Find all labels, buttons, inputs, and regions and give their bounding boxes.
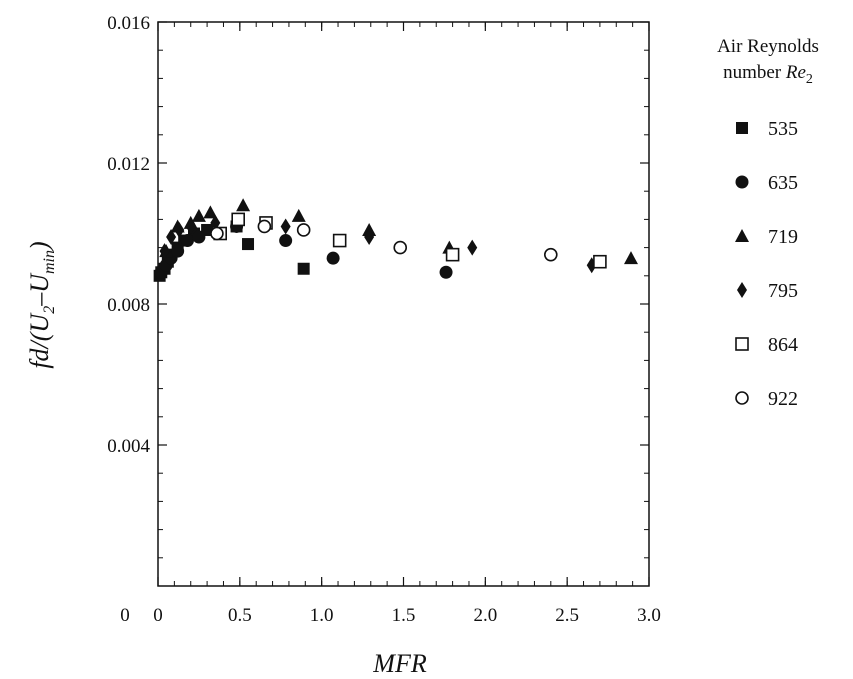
data-points (153, 198, 638, 282)
y-axis-title: fd/(U2–Umin) (25, 241, 58, 368)
y-tick-label: 0.004 (107, 436, 150, 457)
legend-marker-864 (735, 337, 749, 351)
data-point-864 (593, 254, 607, 269)
legend-title-line1: Air Reynolds (717, 36, 819, 57)
y-tick-label: 0.012 (107, 154, 150, 175)
data-point-922 (393, 240, 408, 255)
data-point-795 (174, 221, 185, 238)
data-point-535 (242, 238, 255, 251)
data-point-864 (445, 247, 460, 262)
y-axis-title-part-b: –U (25, 272, 54, 307)
legend-label-922: 922 (768, 388, 798, 410)
data-point-922 (543, 247, 558, 262)
data-point-635 (171, 244, 185, 258)
legend-title-sub: 2 (806, 72, 813, 87)
legend-marker-795 (737, 282, 747, 298)
legend-label-635: 635 (768, 172, 798, 194)
data-point-795 (467, 239, 478, 256)
y-axis-title-part-a: fd/(U (25, 312, 54, 369)
data-point-719 (203, 205, 218, 219)
x-tick-label: 3.0 (637, 605, 661, 626)
ticks: 0 0.5 1.0 1.5 2.0 2.5 3.0 0.004 0.008 0.012 0.016 0 (107, 13, 661, 626)
legend-label-864: 864 (768, 334, 798, 356)
data-point-635 (439, 265, 453, 279)
x-tick-label: 0.5 (228, 605, 252, 626)
y-axis-title-sub-min: min (41, 250, 58, 274)
legend-label-535: 535 (768, 118, 798, 140)
data-point-795 (185, 218, 196, 235)
legend-items: 535 635 719 795 864 922 (735, 118, 798, 410)
origin-label: 0 (120, 605, 130, 626)
axes (157, 21, 650, 587)
data-point-795 (364, 229, 375, 246)
data-point-719 (291, 208, 306, 222)
y-axis-title-part-c: ) (25, 241, 54, 252)
legend-marker-635 (735, 175, 749, 189)
data-point-635 (180, 234, 194, 248)
legend-marker-719 (735, 229, 749, 242)
data-point-795 (166, 229, 177, 246)
data-point-922 (296, 223, 311, 237)
data-point-719 (191, 208, 206, 222)
plot-frame (157, 21, 650, 587)
data-point-864 (231, 212, 245, 227)
y-axis-title-sub-2: 2 (41, 306, 58, 314)
data-point-864 (332, 233, 347, 248)
x-tick-label: 1.5 (392, 605, 416, 626)
legend-title-re: Re (785, 62, 806, 83)
legend-marker-535 (736, 122, 748, 134)
data-point-535 (201, 223, 214, 236)
x-tick-label: 1.0 (310, 605, 334, 626)
legend-marker-922 (735, 391, 749, 405)
data-point-795 (159, 243, 170, 260)
data-point-922 (257, 219, 272, 234)
data-point-922 (210, 226, 224, 241)
legend-label-719: 719 (768, 226, 798, 248)
legend-title-line2: number Re2 (723, 62, 813, 87)
legend-label-795: 795 (768, 280, 798, 302)
x-tick-label: 2.0 (473, 605, 497, 626)
data-point-635 (279, 234, 293, 248)
data-point-635 (192, 230, 206, 244)
data-point-719 (236, 198, 251, 212)
x-tick-label: 0 (153, 605, 163, 626)
data-point-635 (326, 251, 340, 265)
x-axis-title: MFR (372, 649, 427, 678)
legend: Air Reynolds number Re2 535 635 719 795 864 9… (717, 36, 819, 410)
data-point-719 (623, 251, 638, 265)
x-tick-label: 2.5 (555, 605, 579, 626)
y-tick-label: 0.008 (107, 295, 150, 316)
legend-title-number: number (723, 62, 786, 83)
data-point-535 (297, 262, 310, 275)
data-point-795 (280, 218, 291, 235)
y-tick-label: 0.016 (107, 13, 150, 34)
